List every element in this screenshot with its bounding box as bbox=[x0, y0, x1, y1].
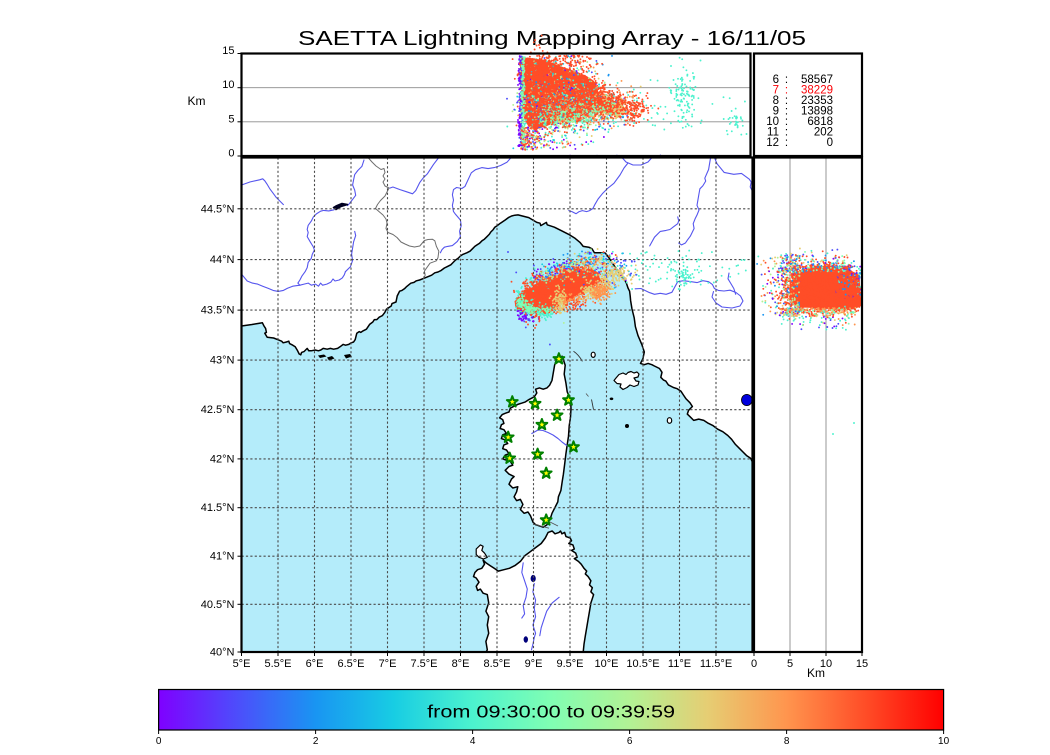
svg-text:7°E: 7°E bbox=[379, 658, 397, 670]
svg-text:43.5°N: 43.5°N bbox=[201, 305, 235, 317]
svg-text::: : bbox=[785, 74, 788, 86]
svg-text::: : bbox=[785, 116, 788, 128]
svg-text:6.5°E: 6.5°E bbox=[337, 658, 364, 670]
svg-text:11: 11 bbox=[767, 126, 779, 138]
svg-text:58567: 58567 bbox=[801, 74, 833, 86]
svg-text:from 09:30:00 to 09:39:59: from 09:30:00 to 09:39:59 bbox=[427, 702, 675, 722]
svg-text:0: 0 bbox=[228, 148, 234, 160]
svg-text:Km: Km bbox=[807, 666, 825, 680]
svg-text:6: 6 bbox=[627, 736, 633, 747]
svg-text:5°E: 5°E bbox=[233, 658, 251, 670]
svg-text:12: 12 bbox=[766, 137, 779, 149]
svg-text:42°N: 42°N bbox=[210, 453, 235, 465]
svg-text:15: 15 bbox=[222, 45, 234, 57]
svg-text:2: 2 bbox=[313, 736, 319, 747]
svg-text:11°E: 11°E bbox=[668, 658, 691, 670]
svg-text:42.5°N: 42.5°N bbox=[201, 404, 235, 416]
svg-text:6°E: 6°E bbox=[306, 658, 324, 670]
svg-text:202: 202 bbox=[814, 126, 833, 138]
svg-text:41°N: 41°N bbox=[210, 551, 235, 563]
svg-text:10: 10 bbox=[938, 736, 950, 747]
svg-text:8.5°E: 8.5°E bbox=[483, 658, 510, 670]
svg-text:43°N: 43°N bbox=[210, 355, 235, 367]
svg-text:Km: Km bbox=[188, 94, 206, 108]
svg-text:10: 10 bbox=[820, 658, 832, 670]
svg-text:8: 8 bbox=[773, 95, 779, 107]
svg-text:5: 5 bbox=[787, 658, 793, 670]
svg-text:11.5°E: 11.5°E bbox=[700, 658, 732, 670]
svg-text:38229: 38229 bbox=[801, 85, 833, 97]
svg-text:10.5°E: 10.5°E bbox=[626, 658, 659, 670]
svg-text:7.5°E: 7.5°E bbox=[410, 658, 437, 670]
svg-text:10: 10 bbox=[766, 116, 779, 128]
svg-text:0: 0 bbox=[827, 137, 833, 149]
svg-text:6: 6 bbox=[773, 74, 779, 86]
svg-text:9: 9 bbox=[773, 106, 779, 118]
svg-text:6818: 6818 bbox=[807, 116, 833, 128]
svg-text:23353: 23353 bbox=[801, 95, 833, 107]
svg-text::: : bbox=[785, 95, 788, 107]
svg-text:44°N: 44°N bbox=[210, 254, 235, 266]
svg-text:0: 0 bbox=[751, 658, 757, 670]
svg-text:4: 4 bbox=[470, 736, 476, 747]
svg-text:10°E: 10°E bbox=[595, 658, 619, 670]
svg-text:SAETTA Lightning Mapping Array: SAETTA Lightning Mapping Array - 16/11/0… bbox=[298, 28, 806, 50]
svg-text::: : bbox=[785, 85, 788, 97]
svg-text:7: 7 bbox=[773, 85, 779, 97]
svg-text:9°E: 9°E bbox=[525, 658, 543, 670]
svg-text:40°N: 40°N bbox=[210, 647, 235, 659]
svg-text::: : bbox=[785, 126, 788, 138]
svg-text:10: 10 bbox=[222, 79, 234, 91]
svg-text:5: 5 bbox=[228, 113, 234, 125]
svg-text:15: 15 bbox=[856, 658, 868, 670]
svg-text:5.5°E: 5.5°E bbox=[264, 658, 291, 670]
svg-text:13898: 13898 bbox=[801, 106, 833, 118]
svg-text:41.5°N: 41.5°N bbox=[201, 502, 235, 514]
svg-text:0: 0 bbox=[156, 736, 162, 747]
svg-text:40.5°N: 40.5°N bbox=[201, 599, 235, 611]
svg-text:9.5°E: 9.5°E bbox=[556, 658, 583, 670]
svg-text::: : bbox=[785, 106, 788, 118]
svg-text:8°E: 8°E bbox=[452, 658, 470, 670]
svg-text::: : bbox=[785, 137, 788, 149]
svg-text:8: 8 bbox=[784, 736, 790, 747]
svg-text:44.5°N: 44.5°N bbox=[201, 203, 235, 215]
